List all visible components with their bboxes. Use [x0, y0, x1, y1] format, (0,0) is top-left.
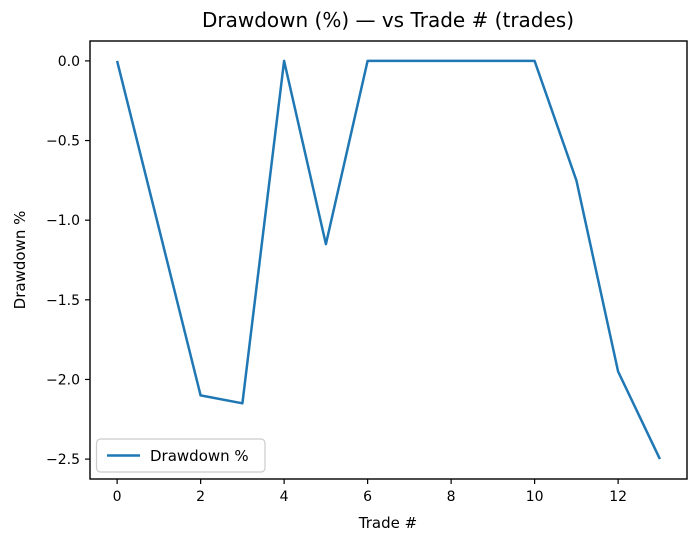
- x-tick-label: 2: [196, 489, 205, 505]
- legend: Drawdown %: [95, 438, 266, 473]
- legend-label: Drawdown %: [150, 447, 249, 465]
- x-tick-label: 4: [280, 489, 289, 505]
- axis-ticks: 0 2 4 6 8 10 12 0.0 −0.5 −1.0 −1.5 −2.0 −2.5: [46, 54, 627, 505]
- legend-frame: [95, 438, 266, 473]
- y-tick-label: −2.0: [46, 372, 80, 388]
- y-tick-label: −0.5: [46, 134, 80, 150]
- y-tick-label: −1.0: [46, 213, 80, 229]
- x-tick-label: 6: [363, 489, 372, 505]
- drawdown-line: [115, 59, 662, 460]
- chart-title: Drawdown (%) — vs Trade # (trades): [202, 8, 574, 32]
- y-tick-label: −2.5: [46, 452, 80, 468]
- x-tick-label: 12: [609, 489, 627, 505]
- x-tick-label: 10: [526, 489, 544, 505]
- y-tick-label: 0.0: [58, 54, 80, 70]
- y-tick-label: −1.5: [46, 293, 80, 309]
- x-tick-label: 0: [113, 489, 122, 505]
- y-axis-label: Drawdown %: [11, 211, 29, 310]
- plot-area-border: [89, 40, 688, 480]
- drawdown-series: [115, 59, 662, 460]
- x-axis-label: Trade #: [358, 514, 417, 532]
- x-tick-label: 8: [447, 489, 456, 505]
